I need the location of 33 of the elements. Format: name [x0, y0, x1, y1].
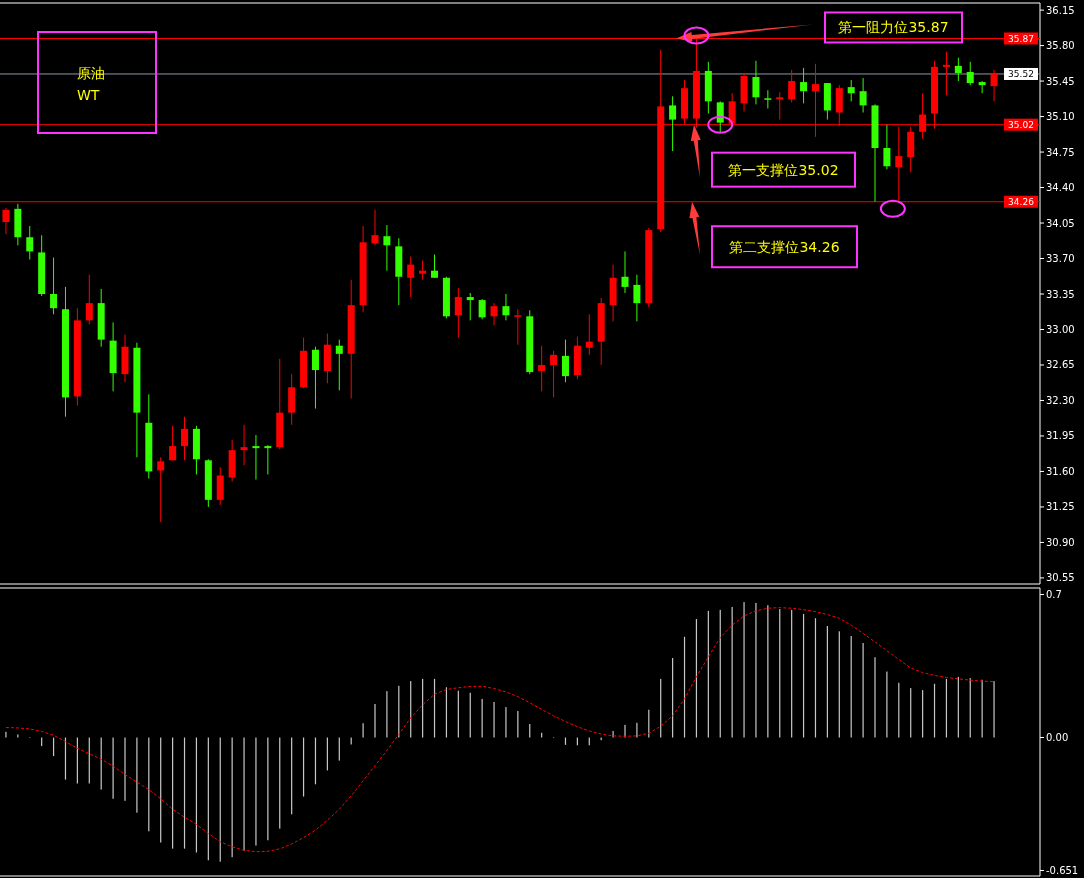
y-tick-label: 31.95 [1046, 430, 1075, 442]
y-tick-label: 32.65 [1046, 359, 1075, 371]
ref-line-label: 34.26 [1008, 197, 1035, 208]
y-tick-label: 32.30 [1046, 394, 1075, 406]
y-tick-label: 35.45 [1046, 75, 1075, 87]
annotation: 原油 WT [37, 31, 157, 134]
y-tick-label: 0.7 [1046, 589, 1062, 601]
y-tick-label: 33.00 [1046, 324, 1075, 335]
ref-line-label: 35.02 [1008, 120, 1034, 131]
y-tick-label: 31.60 [1046, 465, 1075, 477]
y-tick-label: 35.80 [1046, 40, 1075, 52]
y-tick-label: 0.00 [1046, 732, 1069, 744]
line-series [5, 607, 995, 853]
annotation: 第一支撑位35.02 [690, 124, 856, 188]
ref-line-label: 35.87 [1008, 33, 1034, 44]
annotation: 原油 WT [77, 65, 105, 103]
annotation: 第一支撑位35.02 [728, 161, 839, 178]
y-tick-label: 30.55 [1046, 572, 1075, 584]
y-tick-label: 30.90 [1046, 536, 1075, 548]
annotation: 第二支撑位34.26 [689, 201, 858, 269]
y-tick-label: 36.15 [1046, 4, 1075, 16]
y-tick-label: 33.70 [1046, 253, 1075, 265]
y-tick-label: 34.05 [1046, 217, 1075, 229]
y-tick-label: 33.35 [1046, 288, 1075, 300]
ref-line-label: 35.52 [1008, 69, 1034, 80]
y-tick-label: 34.75 [1046, 146, 1075, 158]
annotation: 第一阻力位35.87 [676, 11, 963, 44]
annotation: 第一阻力位35.87 [838, 19, 949, 36]
y-tick-label: 34.40 [1046, 182, 1075, 194]
annotation: 第二支撑位34.26 [729, 238, 840, 255]
y-tick-label: 31.25 [1046, 501, 1075, 513]
y-tick-label: -0.651 [1046, 864, 1079, 876]
y-tick-label: 35.10 [1046, 111, 1075, 123]
